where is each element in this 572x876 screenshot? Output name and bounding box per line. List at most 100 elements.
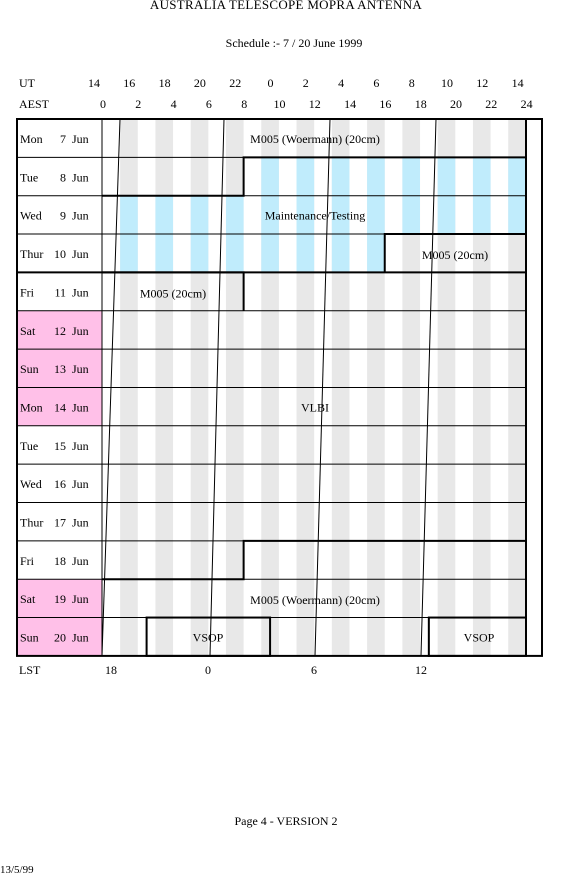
maintenance-stripe	[331, 195, 350, 235]
ut-tick: 0	[267, 76, 274, 90]
maintenance-stripe	[225, 234, 244, 273]
maintenance-stripe	[120, 234, 138, 273]
lst-line	[209, 118, 225, 656]
aest-tick: 20	[450, 97, 462, 111]
maintenance-stripe	[331, 157, 350, 196]
maintenance-stripe	[296, 157, 315, 196]
maintenance-stripe	[508, 157, 526, 196]
ut-tick: 2	[302, 76, 309, 90]
weekend-highlight	[17, 387, 102, 426]
ut-tick: 6	[373, 76, 380, 90]
day-label-month: Jun	[72, 285, 89, 299]
ut-tick: 8	[408, 76, 415, 90]
vsop-box-1	[145, 616, 272, 657]
day-label-date: 12	[54, 324, 66, 338]
day-label-month: Jun	[72, 439, 89, 453]
maintenance-stripe	[261, 195, 279, 235]
day-label-dow: Fri	[20, 285, 35, 299]
day-label-month: Jun	[72, 170, 89, 184]
ut-tick: 20	[193, 76, 206, 90]
ut-label: UT	[19, 76, 35, 90]
day-label-dow: Wed	[20, 209, 42, 223]
ut-tick: 14	[88, 76, 100, 90]
ut-tick: 18	[158, 76, 171, 90]
page-footer: Page 4 - VERSION 2	[234, 814, 338, 828]
maintenance-stripe	[402, 157, 421, 196]
day-label-date: 19	[54, 592, 66, 606]
maintenance-stripe	[225, 195, 244, 235]
aest-tick: 22	[485, 97, 498, 111]
aest-tick: 4	[170, 97, 177, 111]
day-label-month: Jun	[72, 477, 89, 491]
day-label-month: Jun	[72, 362, 89, 376]
day-label-dow: Wed	[20, 477, 42, 491]
day-label-date: 17	[54, 516, 66, 530]
lst-lines	[101, 118, 437, 656]
version-date: 13/5/99	[0, 864, 34, 876]
day-label-date: 15	[54, 439, 66, 453]
schedule-subtitle: Schedule :- 7 / 20 June 1999	[225, 36, 363, 50]
day-label-dow: Sat	[20, 324, 36, 338]
day-label-date: 14	[54, 400, 66, 414]
lst-line	[314, 118, 331, 656]
maintenance-stripe	[296, 234, 315, 273]
lst-label: LST	[19, 663, 41, 677]
day-label-dow: Sun	[20, 362, 39, 376]
lst-tick: 6	[311, 663, 317, 677]
maintenance-stripe	[261, 157, 279, 196]
day-label-dow: Tue	[20, 170, 38, 184]
aest-label: AEST	[19, 97, 49, 111]
day-label-month: Jun	[72, 631, 89, 645]
session-maintenance: Maintenance/Testing	[265, 209, 365, 223]
maintenance-stripe	[367, 195, 385, 235]
maintenance-stripe	[155, 234, 174, 273]
aest-tick: 6	[205, 97, 212, 111]
session-vsop-1: VSOP	[193, 631, 224, 645]
day-label-month: Jun	[72, 592, 89, 606]
maintenance-stripe	[296, 195, 315, 235]
day-label-date: 11	[54, 285, 66, 299]
lst-tick: 18	[105, 663, 117, 677]
day-label-date: 8	[60, 170, 66, 184]
weekend-highlight	[17, 617, 102, 656]
aest-tick: 18	[414, 97, 427, 111]
day-label-date: 7	[60, 132, 66, 146]
session-vsop-2: VSOP	[464, 631, 495, 645]
day-label-date: 9	[60, 209, 66, 223]
ut-tick: 14	[511, 76, 524, 90]
maintenance-stripe	[190, 195, 209, 235]
maintenance-stripe	[437, 195, 456, 235]
day-label-month: Jun	[72, 400, 89, 414]
day-label-date: 10	[54, 247, 66, 261]
aest-tick: 10	[273, 97, 286, 111]
ut-tick: 4	[338, 76, 345, 90]
day-label-dow: Mon	[20, 400, 43, 414]
day-label-month: Jun	[72, 324, 89, 338]
maintenance-stripe	[331, 234, 350, 273]
session-m005-thu: M005 (20cm)	[422, 248, 488, 262]
day-label-dow: Thur	[20, 516, 43, 530]
day-label-dow: Thur	[20, 247, 43, 261]
maintenance-stripe	[367, 157, 385, 196]
maintenance-top-border	[102, 156, 526, 197]
day-label-month: Jun	[72, 516, 89, 530]
maintenance-stripe	[120, 195, 138, 235]
colored-blocks	[17, 157, 526, 656]
outer-frame	[16, 118, 543, 657]
aest-tick: 14	[344, 97, 357, 111]
day-label-date: 16	[54, 477, 66, 491]
weekend-highlight	[17, 310, 102, 350]
aest-tick: 2	[135, 97, 142, 111]
session-m005-fri: M005 (20cm)	[140, 286, 206, 300]
lst-line	[101, 118, 121, 656]
aest-tick: 8	[241, 97, 248, 111]
day-label-month: Jun	[72, 132, 89, 146]
maintenance-stripe	[472, 157, 491, 196]
day-label-month: Jun	[72, 554, 89, 568]
maintenance-stripe	[437, 157, 456, 196]
maintenance-stripe	[508, 195, 526, 235]
aest-tick: 0	[100, 97, 106, 111]
day-label-date: 20	[54, 631, 66, 645]
session-vlbi: VLBI	[301, 400, 329, 414]
day-label-date: 18	[54, 554, 66, 568]
